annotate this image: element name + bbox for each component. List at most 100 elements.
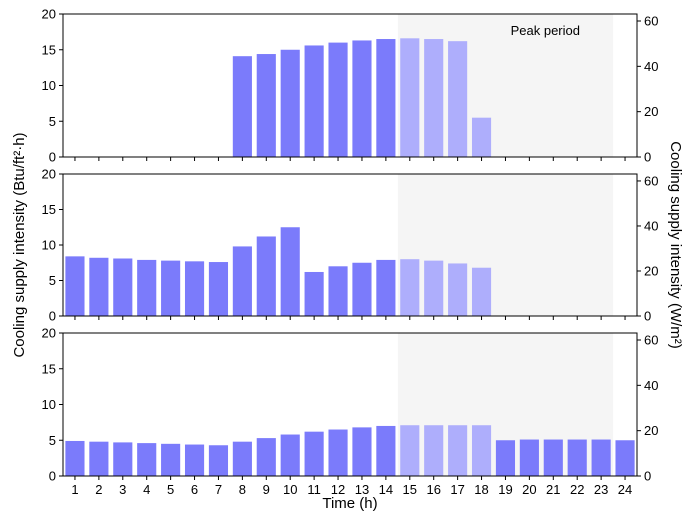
- bar-hour-17: [448, 263, 468, 316]
- right-y-tick-label: 0: [644, 150, 651, 165]
- bar-hour-18: [471, 425, 492, 476]
- x-tick-label: 5: [167, 482, 174, 497]
- x-tick-label: 19: [498, 482, 512, 497]
- left-y-tick-label: 0: [49, 469, 56, 484]
- bar-hour-2: [89, 257, 109, 316]
- bar-hour-10: [280, 434, 300, 476]
- left-y-tick-label: 15: [42, 202, 56, 217]
- bar-hour-20: [519, 439, 539, 476]
- bar-hour-4: [137, 259, 157, 316]
- right-y-tick-label: 60: [644, 333, 658, 348]
- x-tick-label: 13: [355, 482, 369, 497]
- bar-hour-14: [376, 39, 396, 157]
- x-axis-ticks: 1 2 3 4 5 6 7 8 9 10 11 12 13 14 15 16 17 18 19 20 21 22 23 24: [71, 482, 632, 497]
- left-y-tick-label: 10: [42, 78, 56, 93]
- left-y-tick-label: 5: [49, 114, 56, 129]
- bar-hour-11: [304, 45, 324, 157]
- bar-hour-1: [65, 256, 85, 316]
- left-y-tick-label: 10: [42, 397, 56, 412]
- left-y-tick-label: 5: [49, 273, 56, 288]
- bar-hour-16: [424, 39, 444, 157]
- bar-hour-7: [208, 445, 229, 476]
- bar-hour-8: [232, 246, 252, 316]
- bar-hour-18: [471, 117, 492, 157]
- bar-hour-2: [89, 441, 109, 476]
- x-tick-label: 6: [191, 482, 198, 497]
- left-y-tick-label: 0: [49, 309, 56, 324]
- bar-hour-23: [591, 439, 611, 476]
- left-y-tick-label: 15: [42, 361, 56, 376]
- bar-hour-3: [113, 442, 133, 476]
- x-tick-label: 16: [426, 482, 440, 497]
- x-tick-label: 7: [215, 482, 222, 497]
- right-y-tick-label: 0: [644, 469, 651, 484]
- left-y-tick-label: 20: [42, 326, 56, 341]
- x-tick-label: 12: [331, 482, 345, 497]
- right-y-tick-label: 0: [644, 309, 651, 324]
- bar-hour-1: [65, 440, 85, 476]
- bar-hour-12: [328, 429, 348, 476]
- x-axis-title: Time (h): [322, 495, 377, 512]
- x-tick-label: 24: [618, 482, 632, 497]
- bar-hour-24: [615, 440, 635, 476]
- bar-hour-5: [161, 260, 181, 316]
- bar-hour-17: [448, 41, 468, 157]
- bar-hour-10: [280, 49, 300, 157]
- bar-hour-19: [495, 440, 516, 476]
- bar-hour-9: [256, 54, 276, 157]
- x-tick-label: 22: [570, 482, 584, 497]
- peak-period-label: Peak period: [511, 23, 580, 38]
- bar-hour-14: [376, 425, 396, 476]
- bar-hour-13: [352, 40, 372, 157]
- x-tick-label: 10: [283, 482, 297, 497]
- bar-hour-15: [400, 38, 420, 158]
- bar-hour-8: [232, 56, 252, 158]
- x-tick-label: 8: [239, 482, 246, 497]
- bar-hour-11: [304, 271, 324, 316]
- left-y-tick-label: 20: [42, 167, 56, 182]
- bar-hour-9: [256, 438, 276, 476]
- x-tick-label: 20: [522, 482, 536, 497]
- left-y-axis-title: Cooling supply intensity (Btu/ft²·h): [11, 132, 28, 357]
- right-y-tick-label: 20: [644, 104, 658, 119]
- panel-3: 0 5 10 15 20 0 20 40 60: [42, 326, 659, 484]
- bar-hour-5: [161, 443, 181, 476]
- x-tick-label: 23: [594, 482, 608, 497]
- x-tick-label: 21: [546, 482, 560, 497]
- x-tick-label: 14: [379, 482, 393, 497]
- bar-hour-18: [471, 267, 492, 316]
- bar-hour-13: [352, 262, 372, 316]
- x-tick-label: 4: [143, 482, 150, 497]
- right-y-tick-label: 60: [644, 14, 658, 29]
- bar-hour-16: [424, 260, 444, 316]
- right-y-axis-title: Cooling supply intensity (W/m²): [667, 141, 683, 349]
- bar-hour-17: [448, 425, 468, 476]
- x-tick-label: 3: [119, 482, 126, 497]
- left-y-tick-label: 5: [49, 433, 56, 448]
- bar-hour-22: [567, 439, 587, 476]
- x-tick-label: 2: [95, 482, 102, 497]
- panel-1: 0 5 10 15 20 0 20 40 60: [42, 7, 659, 165]
- bar-hour-21: [543, 439, 563, 476]
- bar-hour-9: [256, 236, 276, 316]
- bar-hour-12: [328, 266, 348, 316]
- right-y-tick-label: 40: [644, 378, 658, 393]
- bar-hour-7: [208, 262, 229, 316]
- x-tick-label: 11: [307, 482, 321, 497]
- right-y-tick-label: 20: [644, 423, 658, 438]
- x-tick-label: 15: [403, 482, 417, 497]
- left-y-tick-label: 15: [42, 42, 56, 57]
- right-y-tick-label: 40: [644, 218, 658, 233]
- right-y-tick-label: 60: [644, 173, 658, 188]
- right-y-tick-label: 40: [644, 59, 658, 74]
- bar-hour-14: [376, 259, 396, 316]
- bar-hour-4: [137, 443, 157, 476]
- bar-hour-3: [113, 258, 133, 316]
- bar-hour-6: [184, 261, 205, 316]
- left-y-tick-label: 0: [49, 150, 56, 165]
- bar-hour-15: [400, 425, 420, 476]
- left-y-tick-label: 10: [42, 238, 56, 253]
- bar-hour-13: [352, 427, 372, 476]
- bar-hour-16: [424, 425, 444, 476]
